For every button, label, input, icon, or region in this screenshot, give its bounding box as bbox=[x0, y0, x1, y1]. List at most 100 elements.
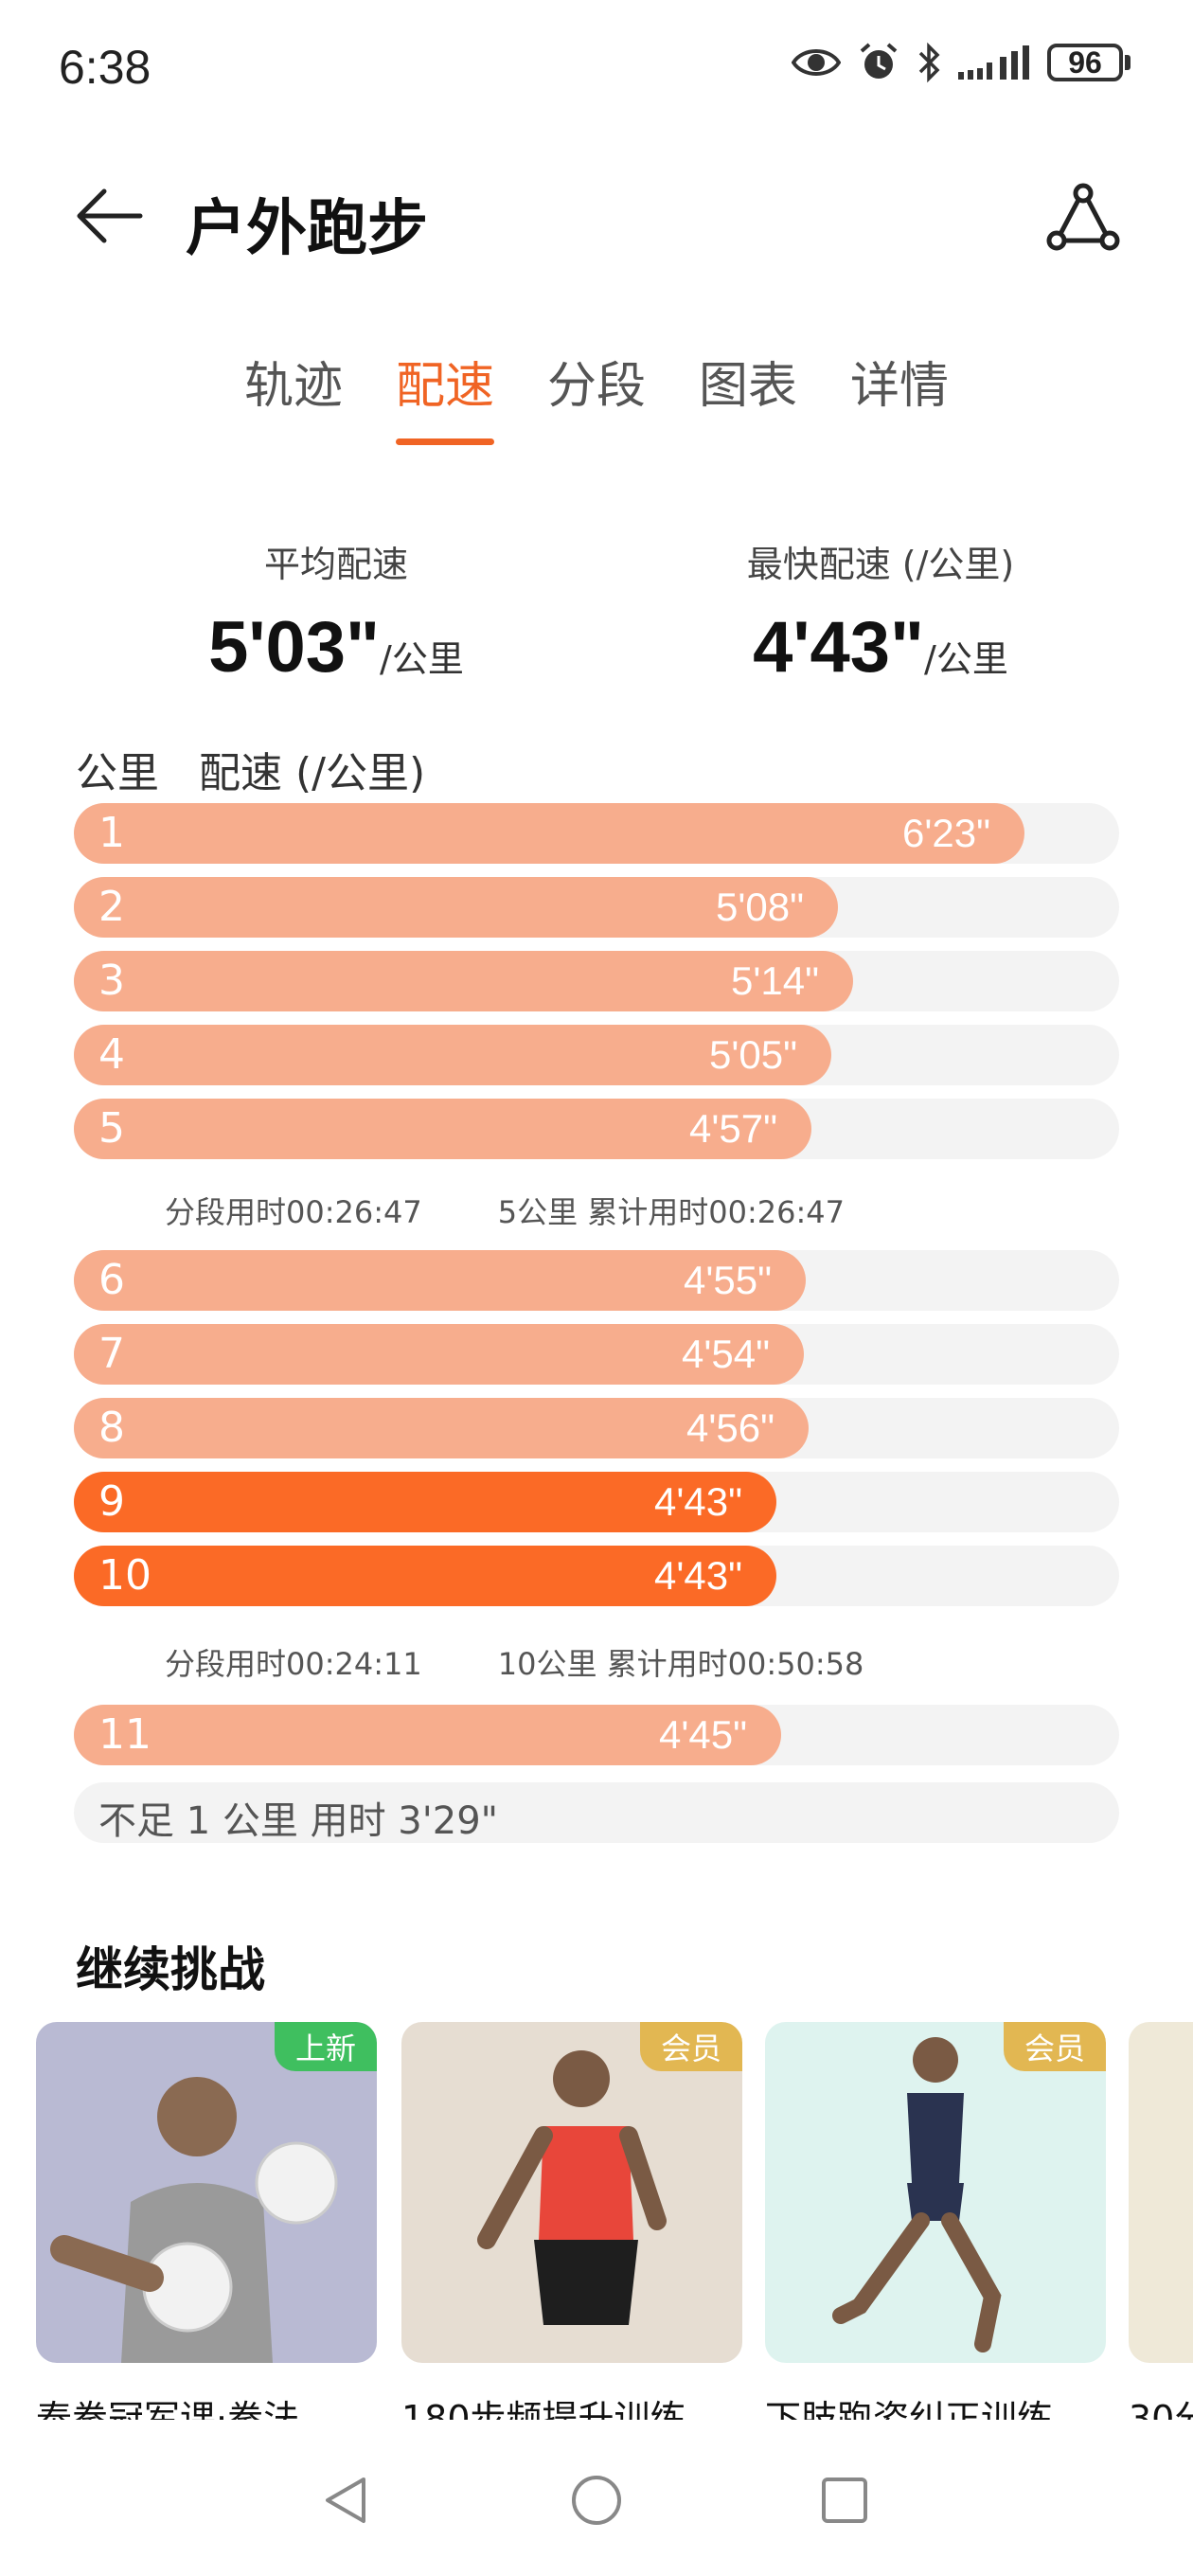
split-row: 9 4'43" bbox=[74, 1472, 1119, 1532]
split-pace-bar bbox=[74, 803, 1024, 864]
status-time: 6:38 bbox=[59, 41, 151, 94]
split-pace-label: 5'14" bbox=[730, 958, 819, 1003]
tab-charts[interactable]: 图表 bbox=[699, 358, 798, 415]
back-triangle-icon[interactable] bbox=[318, 2472, 375, 2529]
boxer-illustration bbox=[50, 2077, 338, 2363]
signal-icon bbox=[958, 45, 1029, 80]
fastest-pace-value: 4'43" bbox=[753, 607, 925, 688]
split-pace-label: 4'56" bbox=[686, 1405, 775, 1450]
runner-woman-illustration bbox=[477, 2050, 667, 2325]
average-pace-unit: /公里 bbox=[380, 638, 464, 680]
card-image[interactable]: 会员 bbox=[401, 2022, 742, 2363]
route-share-icon[interactable] bbox=[1045, 180, 1121, 256]
average-pace-value: 5'03" bbox=[208, 607, 381, 688]
split-pace-bar bbox=[74, 1398, 809, 1458]
split-pace-bar bbox=[74, 1025, 831, 1085]
card-image[interactable]: 上新 bbox=[36, 2022, 377, 2363]
status-bar: 6:38 96 bbox=[0, 0, 1193, 133]
tab-pace[interactable]: 配速 bbox=[395, 346, 495, 445]
fastest-pace: 最快配速 (/公里) 4'43"/公里 bbox=[701, 535, 1060, 689]
split-pace-bar bbox=[74, 877, 838, 938]
split-pace-bar bbox=[74, 1099, 811, 1159]
tab-details[interactable]: 详情 bbox=[850, 358, 950, 415]
split-pace-label: 4'43" bbox=[653, 1479, 742, 1524]
split-pace-label: 4'43" bbox=[653, 1553, 742, 1598]
split-row: 3 5'14" bbox=[74, 951, 1119, 1011]
card-badge-vip: 会员 bbox=[1003, 2022, 1106, 2071]
split-row: 10 4'43" bbox=[74, 1546, 1119, 1606]
average-pace: 平均配速 5'03"/公里 bbox=[189, 535, 483, 689]
tab-segments[interactable]: 分段 bbox=[546, 358, 646, 415]
split-km-label: 2 bbox=[98, 883, 125, 931]
alarm-icon bbox=[860, 43, 898, 79]
split-pace-label: 4'55" bbox=[683, 1258, 772, 1302]
split-km-label: 5 bbox=[98, 1104, 125, 1153]
split-pace-label: 6'23" bbox=[901, 811, 990, 855]
subtotal-5km: 分段用时00:26:47 5公里 累计用时00:26:47 bbox=[165, 1189, 920, 1232]
page-title: 户外跑步 bbox=[186, 194, 428, 264]
split-pace-label: 4'54" bbox=[681, 1332, 770, 1376]
split-km-label: 10 bbox=[98, 1551, 151, 1600]
split-pace-bar bbox=[74, 1250, 806, 1311]
status-icons: 96 bbox=[792, 42, 1131, 83]
card-image[interactable]: 会员 bbox=[765, 2022, 1106, 2363]
card-title: 下肢跑姿纠正训练 bbox=[765, 2398, 1054, 2420]
split-row: 5 4'57" bbox=[74, 1099, 1119, 1159]
average-pace-label: 平均配速 bbox=[263, 544, 408, 585]
bluetooth-icon bbox=[918, 42, 940, 83]
km-column-label: 公里 bbox=[76, 749, 159, 797]
card-image[interactable] bbox=[1129, 2022, 1193, 2363]
app-header: 户外跑步 bbox=[0, 161, 1193, 265]
split-row: 11 4'45" bbox=[74, 1705, 1119, 1765]
tab-bar: 轨迹 配速 分段 图表 详情 bbox=[0, 346, 1193, 445]
challenge-card[interactable]: 会员 180步频提升训练 bbox=[401, 2022, 742, 2420]
challenge-card[interactable]: 30分 bbox=[1129, 2022, 1193, 2420]
pace-summary: 平均配速 5'03"/公里 最快配速 (/公里) 4'43"/公里 bbox=[0, 535, 1193, 689]
card-title: 泰拳冠军课·拳法… bbox=[36, 2398, 336, 2420]
fastest-pace-value-row: 4'43"/公里 bbox=[701, 606, 1060, 689]
tab-track[interactable]: 轨迹 bbox=[243, 358, 343, 415]
split-pace-label: 4'57" bbox=[688, 1106, 777, 1151]
split-row: 1 6'23" bbox=[74, 803, 1119, 864]
split-km-label: 11 bbox=[98, 1710, 151, 1759]
home-circle-icon[interactable] bbox=[568, 2472, 625, 2529]
fastest-pace-unit: /公里 bbox=[924, 638, 1008, 680]
subtotal-10km: 分段用时00:24:11 10公里 累计用时00:50:58 bbox=[165, 1640, 939, 1684]
subtotal-segment-time: 分段用时00:24:11 bbox=[165, 1646, 422, 1682]
split-km-label: 4 bbox=[98, 1030, 125, 1079]
average-pace-value-row: 5'03"/公里 bbox=[189, 606, 483, 689]
challenge-card[interactable]: 会员 下肢跑姿纠正训练 bbox=[765, 2022, 1106, 2420]
split-pace-label: 4'45" bbox=[658, 1712, 747, 1757]
split-km-label: 3 bbox=[98, 957, 125, 1005]
split-pace-label: 5'05" bbox=[708, 1032, 797, 1077]
split-pace-bar bbox=[74, 1705, 781, 1765]
splits-header: 公里 配速 (/公里) bbox=[76, 739, 465, 799]
challenge-card-list: 上新 泰拳冠军课·拳法… 会员 180步频提升训练 会员 bbox=[36, 2022, 1193, 2420]
arrow-left-icon[interactable] bbox=[72, 178, 148, 254]
split-km-label: 8 bbox=[98, 1404, 125, 1452]
battery-level: 96 bbox=[1047, 44, 1123, 81]
split-km-label: 7 bbox=[98, 1330, 125, 1378]
remainder-text: 不足 1 公里 用时 3'29" bbox=[98, 1799, 499, 1843]
split-pace-bar bbox=[74, 1472, 776, 1532]
recents-square-icon[interactable] bbox=[816, 2472, 873, 2529]
split-row: 7 4'54" bbox=[74, 1324, 1119, 1385]
battery-indicator: 96 bbox=[1047, 44, 1131, 81]
split-pace-label: 5'08" bbox=[715, 885, 804, 929]
eye-icon bbox=[792, 49, 841, 76]
battery-tip bbox=[1125, 55, 1131, 70]
card-title: 30分 bbox=[1129, 2398, 1193, 2420]
pace-column-label: 配速 (/公里) bbox=[199, 749, 426, 797]
section-title-challenge: 继续挑战 bbox=[76, 1942, 265, 1997]
split-row: 8 4'56" bbox=[74, 1398, 1119, 1458]
challenge-card[interactable]: 上新 泰拳冠军课·拳法… bbox=[36, 2022, 377, 2420]
card-badge-vip: 会员 bbox=[639, 2022, 742, 2071]
split-row: 6 4'55" bbox=[74, 1250, 1119, 1311]
split-km-label: 9 bbox=[98, 1477, 125, 1526]
split-row: 4 5'05" bbox=[74, 1025, 1119, 1085]
runner-man-illustration bbox=[832, 2037, 1002, 2352]
split-km-label: 1 bbox=[98, 809, 125, 857]
system-nav-bar bbox=[0, 2472, 1193, 2548]
split-pace-bar bbox=[74, 1546, 776, 1606]
remainder-row: 不足 1 公里 用时 3'29" bbox=[74, 1782, 1119, 1843]
